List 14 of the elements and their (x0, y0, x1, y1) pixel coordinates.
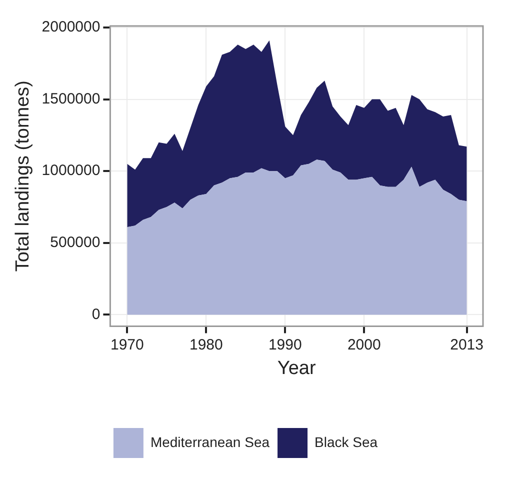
x-tick-label: 2013 (450, 336, 484, 354)
x-tick-label: 1990 (268, 336, 302, 354)
y-tick-label: 1000000 (42, 162, 100, 180)
y-axis-title: Total landings (tonnes) (12, 80, 34, 272)
y-tick-label: 500000 (50, 234, 100, 252)
x-axis-title: Year (277, 358, 316, 379)
y-tick-label: 1500000 (42, 90, 100, 108)
legend-label: Black Sea (314, 434, 378, 450)
y-tick-label: 0 (92, 306, 100, 323)
x-tick-label: 1970 (110, 336, 144, 354)
x-tick-label: 2000 (347, 336, 381, 354)
x-tick-label: 1980 (189, 336, 223, 354)
legend-label: Mediterranean Sea (150, 434, 270, 450)
y-tick-label: 2000000 (42, 18, 100, 36)
